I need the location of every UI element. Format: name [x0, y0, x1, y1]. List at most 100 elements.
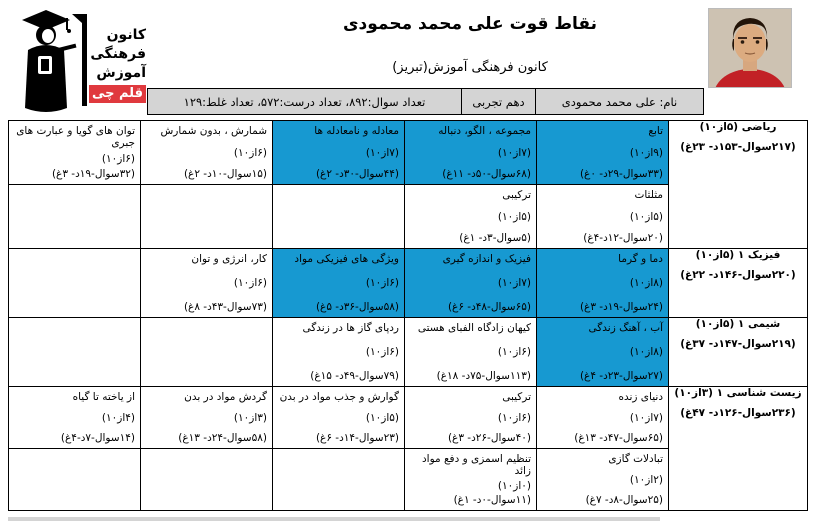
topic-name: تنظیم اسمزی و دفع مواد زائد — [421, 453, 531, 477]
empty-cell — [140, 448, 273, 511]
topic-score: (۵از۱۰) — [497, 210, 531, 223]
topic-score: (۶از۱۰) — [497, 411, 531, 424]
empty-cell — [8, 448, 141, 511]
topic-cell: تابع (۹از۱۰) (۳۳سوال-۲۹د- ۰غ) — [536, 120, 669, 185]
results-grid: ریاضی (۵از۱۰) (۲۱۷سوال-۱۵۳د- ۲۳غ) تابع (۹از… — [8, 120, 808, 511]
topic-cell: کیهان زادگاه الفبای هستی (۶از۱۰) (۱۱۳سوال-… — [404, 317, 537, 387]
topic-score: (۳از۱۰) — [233, 411, 267, 424]
table-row: تبادلات گازی (۲از۱۰) (۲۵سوال-۸د- ۷غ) تنظیم … — [8, 448, 808, 511]
table-row: فیزیک ۱ (۵از۱۰) (۲۲۰سوال-۱۴۶د- ۲۲غ) دما و … — [8, 248, 808, 318]
topic-cell: شمارش ، بدون شمارش (۶از۱۰) (۱۵سوال-۱۰د- ۲غ… — [140, 120, 273, 185]
results-table: ریاضی (۵از۱۰) (۲۱۷سوال-۱۵۳د- ۲۳غ) تابع (۹از… — [8, 120, 808, 511]
empty-cell — [140, 184, 273, 249]
topic-score: (۲از۱۰) — [629, 473, 663, 486]
topic-stats: (۵۸سوال-۳۶د- ۵غ) — [315, 301, 399, 313]
topic-cell: از یاخته تا گیاه (۴از۱۰) (۱۴سوال-۷د-۴غ) — [8, 386, 141, 449]
topic-score: (۸از۱۰) — [629, 346, 663, 358]
empty-cell — [8, 248, 141, 318]
topic-name: دما و گرما — [618, 253, 663, 265]
topic-name: شمارش ، بدون شمارش — [160, 125, 267, 137]
totals-cell: تعداد سوال:۸۹۲، تعداد درست:۵۷۲، تعداد غل… — [183, 94, 426, 109]
empty-cell — [140, 317, 273, 387]
table-row: زیست شناسی ۱ (۳از۱۰) (۲۳۶سوال-۱۲۶د- ۴۷غ) د… — [8, 386, 808, 511]
topic-score: (۶از۱۰) — [233, 277, 267, 289]
subject-cell: شیمی ۱ (۵از۱۰) (۲۱۹سوال-۱۴۷د- ۳۷غ) — [668, 317, 808, 387]
student-info-bar: نام: علی محمد محمودی دهم تجربی تعداد سوا… — [147, 88, 704, 115]
topic-cell: ویژگی های فیزیکی مواد (۶از۱۰) (۵۸سوال-۳۶د-… — [272, 248, 405, 318]
topic-name: فیزیک و اندازه گیری — [442, 253, 531, 265]
topic-stats: (۷۹سوال-۴۹د- ۱۵غ) — [310, 370, 399, 382]
topic-score: (۹از۱۰) — [629, 146, 663, 159]
topic-name: ردپای گاز ها در زندگی — [302, 322, 399, 334]
topic-name: کار، انرژی و توان — [191, 253, 267, 265]
topic-stats: (۴۴سوال-۳۰د- ۲غ) — [315, 168, 399, 180]
topic-stats: (۷۳سوال-۴۳د- ۸غ) — [183, 301, 267, 313]
topic-name: آب ، آهنگ زندگی — [588, 322, 663, 334]
topic-stats: (۲۷سوال-۲۳د- ۴غ) — [579, 370, 663, 382]
topic-stats: (۳۳سوال-۲۹د- ۰غ) — [579, 168, 663, 180]
topic-cell: کار، انرژی و توان (۶از۱۰) (۷۳سوال-۴۳د- ۸غ) — [140, 248, 273, 318]
empty-cell — [8, 184, 141, 249]
topic-name: دنیای زنده — [618, 391, 663, 403]
topic-score: (۷از۱۰) — [497, 146, 531, 159]
topic-stats: (۲۰سوال-۱۲د-۴غ) — [583, 232, 663, 244]
subject-label: زیست شناسی ۱ (۳از۱۰) — [674, 387, 802, 399]
topic-score: (۶از۱۰) — [497, 346, 531, 358]
topic-score: (۰از۱۰) — [497, 479, 531, 492]
kanoon-logo: کانون فرهنگی آموزش قلم چی — [8, 4, 146, 117]
topic-score: (۷از۱۰) — [497, 277, 531, 289]
topic-cell: آب ، آهنگ زندگی (۸از۱۰) (۲۷سوال-۲۳د- ۴غ) — [536, 317, 669, 387]
subject-stats: (۲۱۹سوال-۱۴۷د- ۳۷غ) — [680, 338, 796, 350]
logo-word: کانون — [106, 27, 146, 43]
topic-cell: دنیای زنده (۷از۱۰) (۶۵سوال-۴۷د- ۱۳غ) — [536, 386, 669, 449]
topic-score: (۴از۱۰) — [101, 411, 135, 424]
subject-stats: (۲۲۰سوال-۱۴۶د- ۲۲غ) — [680, 269, 796, 281]
topic-cell: توان های گویا و عبارت های جبری (۶از۱۰) (۳۲… — [8, 120, 141, 185]
topic-name: تابع — [648, 125, 663, 137]
topic-cell: مجموعه ، الگو، دنباله (۷از۱۰) (۶۸سوال-۵۰د-… — [404, 120, 537, 185]
student-portrait-image — [709, 9, 791, 121]
logo-banner-bar — [72, 14, 87, 106]
topic-name: مجموعه ، الگو، دنباله — [438, 125, 531, 137]
results-table-body: ریاضی (۵از۱۰) (۲۱۷سوال-۱۵۳د- ۲۳غ) تابع (۹از… — [8, 120, 808, 511]
topic-name: کیهان زادگاه الفبای هستی — [417, 322, 531, 334]
topic-stats: (۱۵سوال-۱۰د- ۲غ) — [183, 168, 267, 180]
topic-score: (۷از۱۰) — [629, 411, 663, 424]
table-row: شیمی ۱ (۵از۱۰) (۲۱۹سوال-۱۴۷د- ۳۷غ) آب ، آه… — [8, 317, 808, 387]
subject-cell: فیزیک ۱ (۵از۱۰) (۲۲۰سوال-۱۴۶د- ۲۲غ) — [668, 248, 808, 318]
subject-cell: ریاضی (۵از۱۰) (۲۱۷سوال-۱۵۳د- ۲۳غ) — [668, 120, 808, 249]
page-subtitle: کانون فرهنگی آموزش(تبریز) — [392, 60, 548, 75]
table-row: ریاضی (۵از۱۰) (۲۱۷سوال-۱۵۳د- ۲۳غ) تابع (۹از… — [8, 120, 808, 249]
topic-name: تبادلات گازی — [608, 453, 663, 465]
topic-name: گردش مواد در بدن — [184, 391, 267, 403]
page-title: نقاط قوت علی محمد محمودی — [342, 14, 598, 34]
subject-label: ریاضی (۵از۱۰) — [699, 121, 777, 133]
subject-stats: (۲۳۶سوال-۱۲۶د- ۴۷غ) — [680, 407, 796, 419]
topic-cell: ترکیبی (۵از۱۰) (۵سوال-۳د- ۱غ) — [404, 184, 537, 249]
topic-stats: (۲۳سوال-۱۴د- ۶غ) — [315, 432, 399, 444]
logo-word: آموزش — [96, 65, 146, 81]
topic-stats: (۱۱سوال-۰د- ۱غ) — [453, 494, 531, 506]
empty-cell — [272, 184, 405, 249]
topic-score: (۷از۱۰) — [365, 146, 399, 159]
topic-cell: ترکیبی (۶از۱۰) (۴۰سوال-۲۶د- ۳غ) — [404, 386, 537, 449]
student-name-cell: نام: علی محمد محمودی — [535, 89, 703, 114]
topic-stats: (۱۴سوال-۷د-۴غ) — [60, 432, 135, 444]
topic-name: مثلثات — [634, 189, 663, 201]
topic-stats: (۶۵سوال-۴۷د- ۱۳غ) — [574, 432, 663, 444]
topic-stats: (۶۵سوال-۴۸د- ۶غ) — [447, 301, 531, 313]
topic-score: (۶از۱۰) — [365, 277, 399, 289]
topic-cell: تنظیم اسمزی و دفع مواد زائد (۰از۱۰) (۱۱سوا… — [404, 448, 537, 511]
topic-score: (۸از۱۰) — [629, 277, 663, 289]
empty-cell — [272, 448, 405, 511]
topic-score: (۶از۱۰) — [101, 152, 135, 165]
topic-score: (۵از۱۰) — [365, 411, 399, 424]
topic-cell: فیزیک و اندازه گیری (۷از۱۰) (۶۵سوال-۴۸د- ۶… — [404, 248, 537, 318]
student-photo — [708, 8, 792, 121]
topic-stats: (۵سوال-۳د- ۱غ) — [459, 232, 531, 244]
subject-stats: (۲۱۷سوال-۱۵۳د- ۲۳غ) — [680, 141, 796, 153]
topic-cell: معادله و نامعادله ها (۷از۱۰) (۴۴سوال-۳۰د- … — [272, 120, 405, 185]
topic-cell: مثلثات (۵از۱۰) (۲۰سوال-۱۲د-۴غ) — [536, 184, 669, 249]
topic-cell: دما و گرما (۸از۱۰) (۲۴سوال-۱۹د- ۳غ) — [536, 248, 669, 318]
